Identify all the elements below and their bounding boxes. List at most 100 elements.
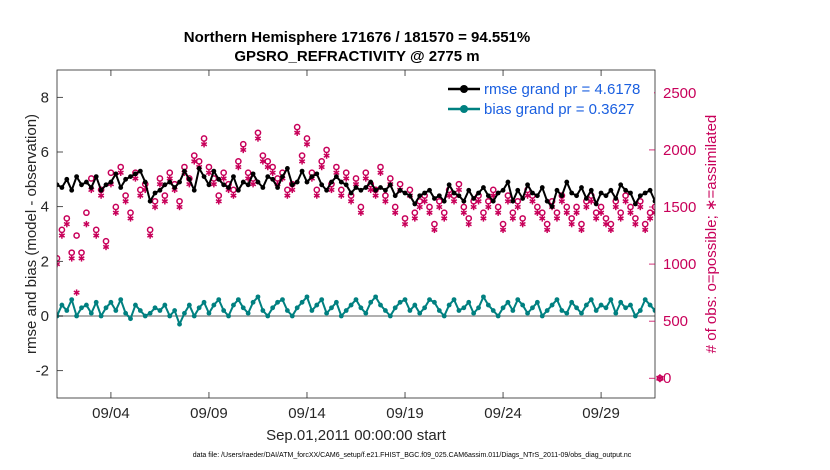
- possible-obs-marker: [534, 203, 541, 211]
- possible-obs-marker: [78, 249, 85, 257]
- assimilated-obs-marker: [662, 232, 668, 238]
- possible-obs-marker: [799, 199, 804, 204]
- possible-obs-marker: [602, 215, 610, 222]
- bias-point: [172, 308, 178, 313]
- bias-point: [167, 313, 173, 319]
- bias-point: [177, 321, 182, 327]
- assimilated-obs-marker: [736, 210, 742, 216]
- bias-point: [534, 299, 540, 305]
- assimilated-obs-marker: [495, 209, 502, 216]
- rmse-point: [113, 171, 119, 177]
- possible-obs-marker: [592, 209, 600, 217]
- possible-obs-marker: [161, 192, 169, 199]
- assimilated-obs-marker: [445, 192, 453, 199]
- rmse-point: [608, 187, 614, 193]
- rmse-point: [221, 182, 227, 188]
- assimilated-obs-marker: [97, 192, 105, 199]
- rmse-point: [196, 166, 202, 171]
- bias-point: [265, 313, 271, 319]
- bias-point: [407, 308, 413, 313]
- rmse-point: [392, 193, 398, 199]
- rmse-point: [652, 198, 655, 204]
- assimilated-obs-marker: [78, 255, 85, 262]
- y-tick-label-left: 0: [41, 308, 49, 325]
- rmse-point: [412, 201, 418, 207]
- assimilated-obs-marker: [122, 198, 129, 205]
- assimilated-obs-marker: [745, 204, 751, 210]
- rmse-point: [520, 196, 526, 201]
- assimilated-obs-marker: [58, 232, 66, 239]
- possible-obs-marker: [337, 186, 345, 194]
- rmse-point: [142, 179, 148, 185]
- possible-obs-marker: [382, 192, 389, 199]
- rmse-point: [186, 176, 192, 182]
- bias-point: [108, 299, 114, 305]
- rmse-point: [128, 174, 133, 180]
- assimilated-obs-marker: [573, 209, 580, 216]
- possible-obs-marker: [804, 210, 809, 215]
- rmse-point: [436, 193, 442, 199]
- assimilated-obs-marker: [539, 215, 546, 222]
- y-tick-label-right: 1500: [663, 199, 696, 216]
- assimilated-obs-marker: [785, 215, 791, 221]
- bias-point: [348, 302, 354, 308]
- rmse-point: [662, 191, 667, 196]
- rmse-point: [451, 190, 457, 196]
- bias-point: [476, 305, 481, 311]
- bias-point: [436, 308, 442, 313]
- possible-obs-marker: [151, 197, 159, 205]
- x-tick-label: 09/19: [386, 405, 424, 422]
- possible-obs-marker: [573, 203, 580, 211]
- rmse-point: [471, 196, 477, 201]
- assimilated-obs-marker: [509, 215, 516, 222]
- rmse-point: [539, 185, 545, 190]
- assimilated-obs-marker: [382, 198, 389, 205]
- possible-obs-marker: [136, 186, 144, 194]
- bias-point: [687, 292, 692, 297]
- rmse-point: [632, 201, 638, 207]
- possible-obs-marker: [597, 203, 605, 211]
- assimilated-obs-marker: [627, 209, 634, 216]
- possible-obs-marker: [440, 209, 448, 217]
- y-tick-label-right: 2000: [663, 142, 696, 159]
- rmse-point: [69, 187, 75, 193]
- assimilated-obs-marker: [765, 210, 771, 216]
- assimilated-obs-marker: [284, 192, 291, 199]
- bias-point: [324, 310, 329, 316]
- x-axis: 09/04 09/09 09/14 09/19 09/24 09/29: [92, 70, 620, 422]
- bias-point: [64, 308, 70, 313]
- bias-point: [731, 300, 736, 305]
- rmse-point: [245, 182, 251, 188]
- bias-point: [756, 308, 761, 313]
- rmse-point: [118, 185, 124, 190]
- possible-obs-marker: [190, 152, 198, 159]
- bias-point: [88, 310, 94, 316]
- assimilated-obs-marker: [475, 198, 482, 205]
- bias-point: [697, 308, 702, 313]
- assimilated-obs-marker: [343, 175, 350, 182]
- bias-point: [598, 302, 604, 308]
- bias-point: [530, 305, 535, 311]
- possible-obs-marker: [342, 169, 350, 177]
- assimilated-obs-marker: [721, 227, 727, 233]
- rmse-point: [265, 174, 271, 180]
- rmse-point: [642, 190, 648, 196]
- assimilated-obs-marker: [200, 141, 208, 148]
- x-axis-label: Sep.01,2011 00:00:00 start: [266, 427, 447, 444]
- rmse-point: [103, 182, 109, 188]
- rmse-point: [731, 199, 736, 204]
- bias-point: [427, 297, 432, 302]
- possible-obs-marker: [765, 204, 770, 209]
- bias-point: [481, 294, 486, 300]
- assimilated-obs-marker: [642, 226, 649, 234]
- assimilated-obs-marker: [112, 209, 119, 216]
- assimilated-obs-marker: [607, 226, 615, 234]
- rmse-point: [775, 193, 780, 198]
- rmse-point: [476, 190, 481, 196]
- possible-obs-marker: [494, 203, 502, 211]
- rmse-point: [270, 176, 276, 182]
- possible-obs-marker: [362, 169, 370, 177]
- assimilated-obs-marker: [303, 141, 311, 148]
- rmse-point: [294, 179, 300, 185]
- rmse-point: [211, 168, 217, 174]
